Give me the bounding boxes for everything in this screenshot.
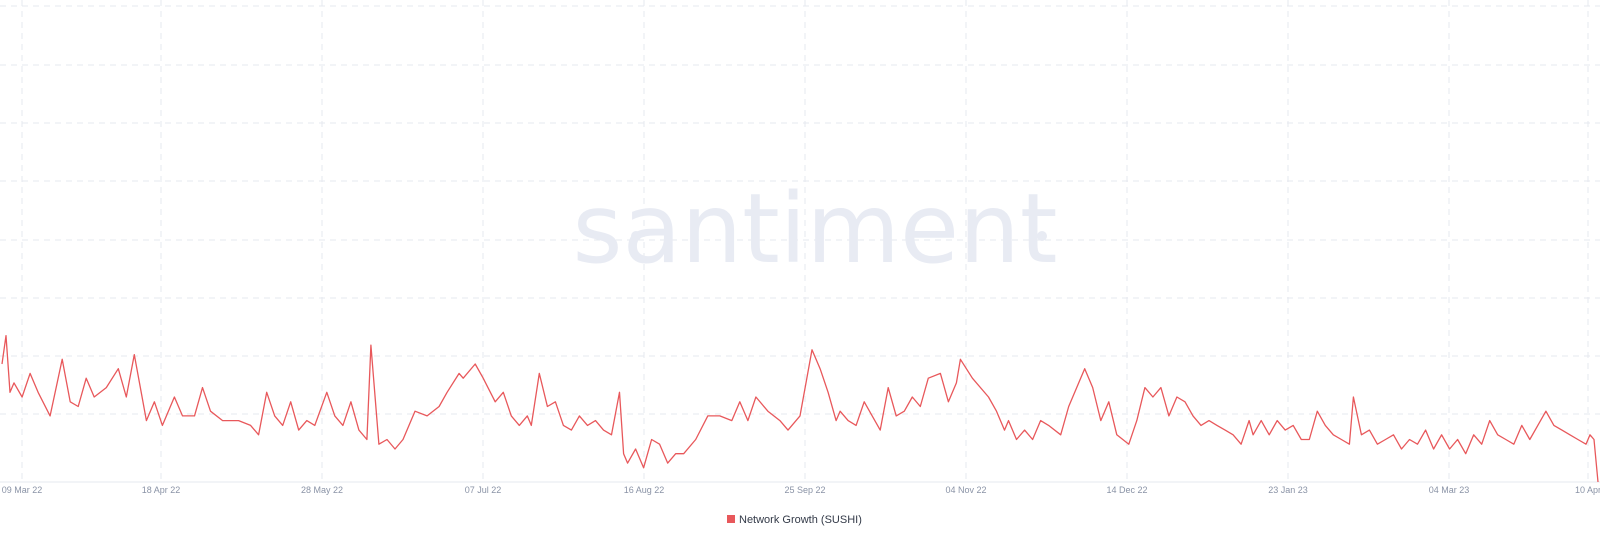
legend-label: Network Growth (SUSHI) xyxy=(739,514,862,526)
x-tick-label: 18 Apr 22 xyxy=(142,485,181,495)
watermark-dot-left xyxy=(631,231,641,241)
x-tick-label: 04 Mar 23 xyxy=(1429,485,1470,495)
watermark-dot-right xyxy=(1037,231,1047,241)
grid xyxy=(0,0,1600,482)
x-tick-label: 04 Nov 22 xyxy=(945,485,986,495)
x-tick-label: 14 Dec 22 xyxy=(1106,485,1147,495)
series-layer xyxy=(1,335,1599,483)
x-tick-label: 23 Jan 23 xyxy=(1268,485,1308,495)
series-line-network-growth[interactable] xyxy=(1,335,1599,483)
legend-swatch xyxy=(727,515,735,523)
x-tick-label: 10 Apr xyxy=(1575,485,1600,495)
x-tick-label: 07 Jul 22 xyxy=(465,485,502,495)
x-tick-label: 28 May 22 xyxy=(301,485,343,495)
x-tick-labels: 09 Mar 22 18 Apr 22 28 May 22 07 Jul 22 16 A… xyxy=(2,485,1600,495)
legend[interactable]: Network Growth (SUSHI) xyxy=(727,514,862,526)
x-tick-label: 25 Sep 22 xyxy=(784,485,825,495)
x-tick-label: 09 Mar 22 xyxy=(2,485,43,495)
watermark: santiment xyxy=(572,173,1057,285)
x-tick-label: 16 Aug 22 xyxy=(624,485,665,495)
